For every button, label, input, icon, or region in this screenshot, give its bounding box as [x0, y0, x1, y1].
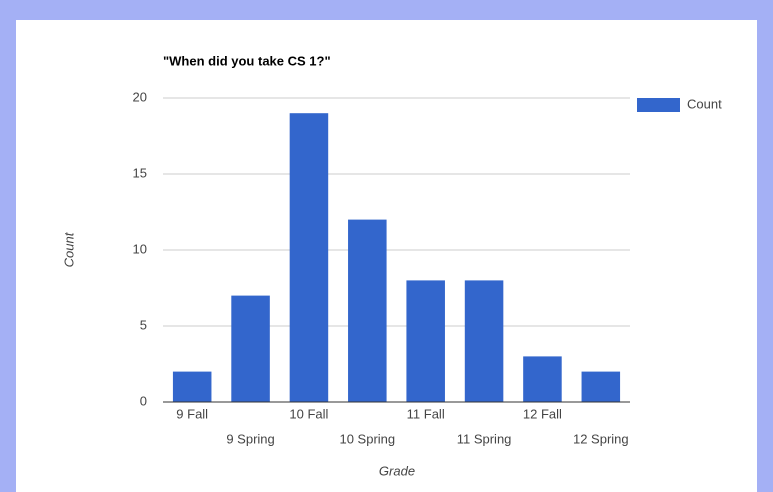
x-tick-label: 11 Fall: [407, 406, 445, 421]
bar: [231, 295, 270, 402]
bar: [406, 280, 445, 402]
x-tick-label: 9 Spring: [226, 431, 274, 446]
bar: [464, 280, 504, 402]
x-tick-label: 10 Fall: [289, 406, 328, 421]
y-tick-label: 10: [133, 241, 147, 256]
legend-label: Count: [687, 96, 722, 111]
bar: [581, 371, 621, 402]
chart-title: "When did you take CS 1?": [163, 53, 331, 68]
bar: [289, 113, 329, 402]
legend-swatch: [637, 98, 680, 112]
x-axis-label: Grade: [379, 463, 415, 478]
y-tick-label: 20: [133, 89, 147, 104]
x-tick-label: 11 Spring: [457, 431, 512, 446]
y-tick-label: 0: [140, 393, 147, 408]
x-tick-label: 10 Spring: [339, 431, 395, 446]
x-tick-label: 12 Fall: [523, 406, 562, 421]
y-tick-label: 15: [133, 165, 147, 180]
bar: [348, 219, 387, 402]
bar: [172, 371, 212, 402]
x-tick-label: 9 Fall: [176, 406, 208, 421]
y-tick-label: 5: [140, 317, 147, 332]
bar: [523, 356, 562, 402]
y-axis-label: Count: [61, 231, 76, 267]
x-tick-label: 12 Spring: [573, 431, 629, 446]
